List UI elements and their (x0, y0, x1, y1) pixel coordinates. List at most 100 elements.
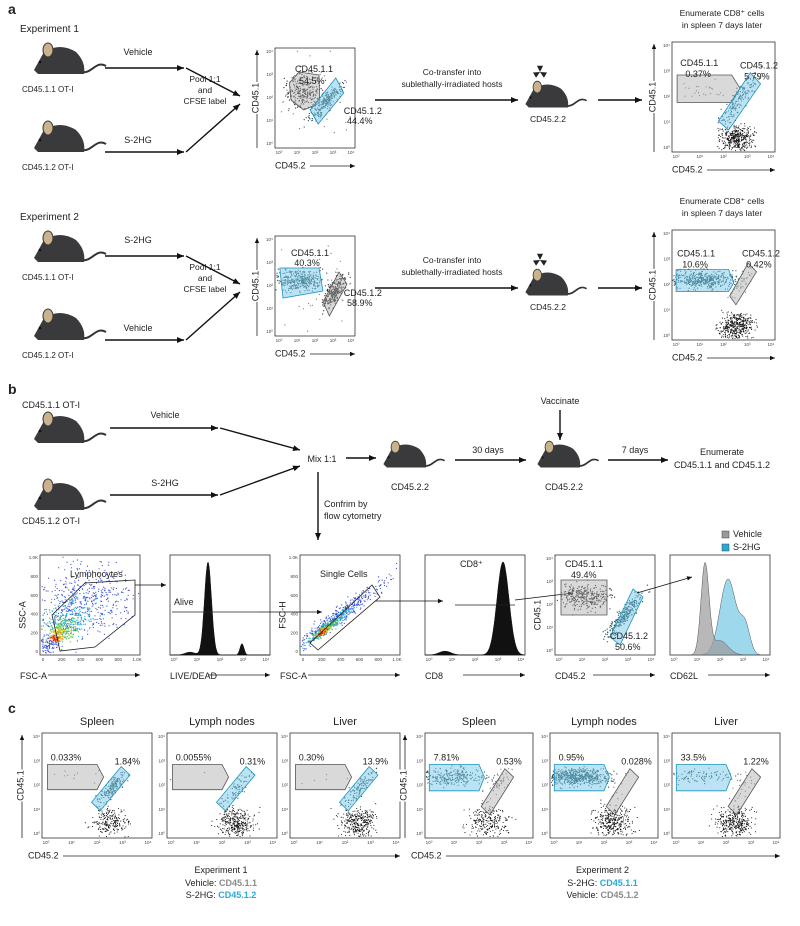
event-dot (348, 610, 350, 612)
event-dot (88, 579, 90, 581)
event-dot (296, 86, 298, 88)
event-dot (750, 327, 752, 329)
event-dot (737, 337, 739, 339)
event-dot (298, 72, 300, 74)
event-dot (356, 604, 358, 607)
event-dot (741, 319, 743, 321)
event-dot (321, 278, 323, 281)
event-dot (117, 592, 119, 594)
event-dot (291, 89, 293, 91)
event-dot (728, 146, 730, 148)
event-dot (310, 645, 312, 648)
mouse-icon (537, 440, 600, 468)
gate (675, 269, 735, 293)
event-dot (346, 611, 348, 614)
event-dot (756, 326, 758, 328)
event-dot (725, 326, 727, 328)
event-dot (61, 632, 63, 634)
event-dot (302, 637, 304, 639)
event-dot (357, 604, 360, 606)
event-dot (53, 598, 56, 600)
event-dot (339, 82, 341, 84)
event-dot (112, 604, 114, 607)
event-dot (47, 649, 49, 651)
event-dot (318, 638, 320, 640)
mouse-body (34, 313, 85, 340)
event-dot (737, 129, 739, 132)
event-dot (329, 621, 331, 623)
tick-label: 600 (290, 593, 298, 598)
event-dot (737, 147, 739, 149)
event-dot (43, 612, 45, 614)
tick-label: 0 (35, 649, 38, 654)
event-dot (308, 97, 310, 99)
event-dot (751, 140, 753, 143)
event-dot (79, 610, 81, 613)
event-dot (331, 628, 333, 630)
confirm-label: flow cytometry (324, 511, 382, 521)
event-dot (53, 579, 56, 581)
event-dot (307, 635, 309, 638)
event-dot (328, 302, 330, 304)
event-dot (735, 326, 737, 328)
event-dot (730, 319, 732, 321)
event-dot (716, 324, 718, 326)
event-dot (299, 85, 301, 88)
tick-label: 400 (77, 657, 85, 662)
event-dot (48, 650, 50, 653)
event-dot (302, 94, 304, 96)
event-dot (303, 648, 305, 650)
event-dot (91, 583, 93, 586)
event-dot (749, 138, 751, 140)
event-dot (68, 620, 70, 622)
event-dot (313, 97, 315, 99)
event-dot (291, 95, 293, 97)
mouse-eye (529, 284, 532, 287)
event-dot (44, 609, 46, 611)
event-dot (727, 322, 729, 324)
event-dot (732, 324, 734, 326)
event-dot (355, 598, 357, 600)
event-dot (112, 603, 115, 605)
tick-label: 10⁰ (276, 338, 283, 343)
tick-label: 10⁰ (673, 154, 680, 159)
tick-label: 10³ (495, 657, 502, 662)
event-dot (71, 610, 73, 613)
event-dot (98, 580, 100, 582)
event-dot (749, 332, 751, 334)
event-dot (318, 628, 320, 631)
event-dot (62, 619, 64, 621)
event-dot (297, 97, 299, 100)
event-dot (41, 619, 44, 622)
event-dot (67, 608, 69, 610)
event-dot (51, 631, 53, 633)
event-dot (745, 132, 747, 134)
event-dot (390, 578, 392, 581)
event-dot (341, 621, 343, 624)
event-dot (348, 272, 350, 274)
event-dot (59, 631, 62, 633)
event-dot (326, 289, 328, 291)
event-dot (294, 89, 296, 92)
event-dot (294, 87, 296, 89)
event-dot (77, 606, 79, 608)
event-dot (341, 320, 343, 322)
event-dot (745, 318, 747, 320)
event-dot (77, 635, 79, 638)
x-axis-label: FSC-A (20, 671, 47, 681)
event-dot (74, 599, 76, 601)
tick-label: 10¹ (663, 120, 670, 125)
event-dot (285, 84, 287, 87)
event-dot (328, 285, 330, 287)
mouse-tail (81, 141, 107, 152)
event-dot (87, 600, 89, 602)
event-dot (54, 604, 56, 606)
event-dot (327, 618, 329, 620)
event-dot (299, 97, 301, 99)
event-dot (351, 599, 353, 601)
event-dot (60, 618, 62, 621)
tick-label: 10² (312, 150, 319, 155)
event-dot (742, 330, 744, 332)
mouse-ear (544, 440, 554, 454)
event-dot (751, 141, 753, 144)
